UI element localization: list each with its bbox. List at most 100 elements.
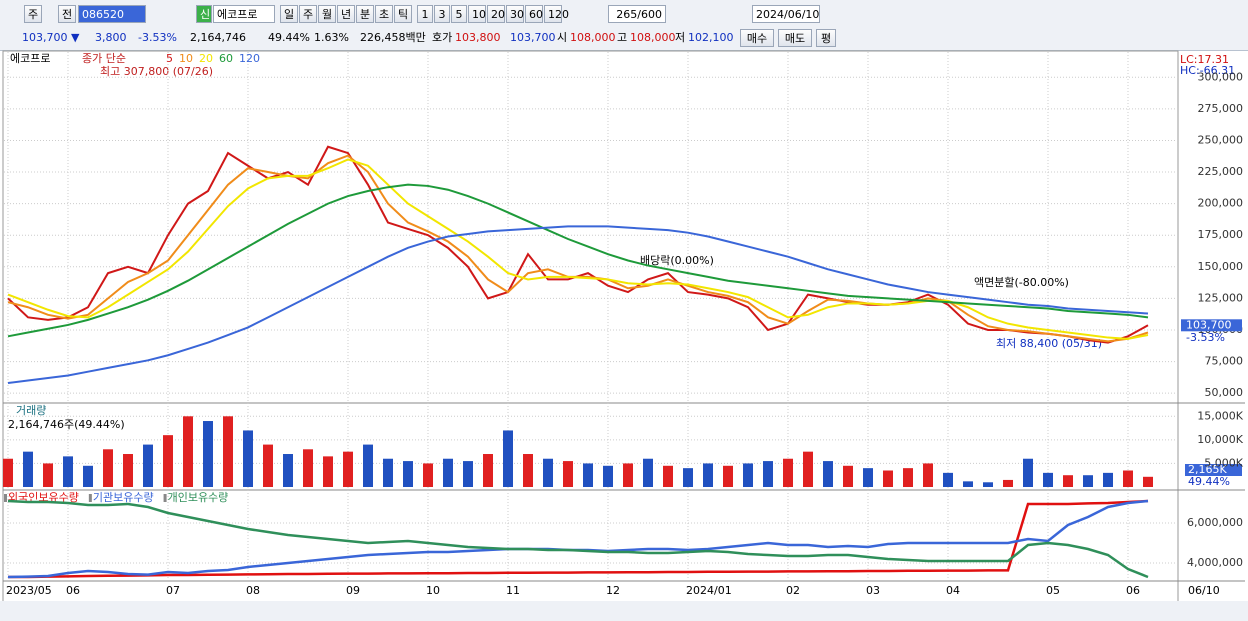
date-input[interactable]: 2024/06/10 xyxy=(752,5,820,23)
volume-bar xyxy=(583,463,593,487)
period-button[interactable]: 초 xyxy=(375,5,393,23)
high: 108,000 xyxy=(630,31,676,44)
minute-button[interactable]: 30 xyxy=(506,5,524,23)
lc: LC:17.31 xyxy=(1180,53,1229,66)
volume-bar xyxy=(983,482,993,487)
chart-title: 에코프로 xyxy=(10,52,50,65)
volume-bar xyxy=(63,456,73,487)
volume-bar xyxy=(643,458,653,487)
volume-bar xyxy=(1003,479,1013,487)
minute-button[interactable]: 3 xyxy=(434,5,450,23)
code-input[interactable]: 086520 xyxy=(78,5,146,23)
volume-bar xyxy=(543,458,553,487)
x-tick-label: 02 xyxy=(786,584,800,597)
minute-button[interactable]: 20 xyxy=(487,5,505,23)
series-line xyxy=(7,154,1149,343)
y-tick-label: 75,000 xyxy=(1205,355,1244,368)
minute-button[interactable]: 120 xyxy=(544,5,569,23)
volume-bar xyxy=(103,449,113,487)
volume-bar xyxy=(183,416,193,487)
y-tick-label: 125,000 xyxy=(1198,291,1244,304)
x-tick-label: 12 xyxy=(606,584,620,597)
legend-prefix: 종가 단순 xyxy=(82,52,126,65)
volume-bar xyxy=(163,435,173,487)
x-tick-label: 09 xyxy=(346,584,360,597)
volume-last-box xyxy=(1185,464,1242,476)
volume-bar xyxy=(143,444,153,487)
period-button[interactable]: 주 xyxy=(299,5,317,23)
y-tick-label: 300,000 xyxy=(1198,70,1244,83)
market-select[interactable]: 주 xyxy=(24,5,42,23)
volume-title: 거래량 xyxy=(16,404,46,417)
minute-button[interactable]: 1 xyxy=(417,5,433,23)
minute-button[interactable]: 10 xyxy=(468,5,486,23)
volume-bar xyxy=(223,416,233,487)
count-input[interactable]: 265/600 xyxy=(608,5,666,23)
volume-bar xyxy=(503,430,513,487)
period-button[interactable]: 월 xyxy=(318,5,336,23)
credit-badge[interactable]: 신 xyxy=(196,5,212,23)
legend-swatch xyxy=(163,494,167,502)
volume-subtitle: 2,164,746주(49.44%) xyxy=(8,418,125,431)
period-button[interactable]: 틱 xyxy=(394,5,412,23)
sell-button[interactable]: 매도 xyxy=(778,29,812,47)
x-tick-label: 07 xyxy=(166,584,180,597)
legend-entry: 120 xyxy=(239,52,260,65)
volume-bar xyxy=(923,463,933,487)
minute-button[interactable]: 5 xyxy=(451,5,467,23)
y-tick-label: 225,000 xyxy=(1198,165,1244,178)
volume-bar xyxy=(783,458,793,487)
volume-rate: 49.44% xyxy=(1188,475,1230,488)
prev-select[interactable]: 전 xyxy=(58,5,76,23)
vol-rate: 49.44% xyxy=(268,31,310,44)
volume-bar xyxy=(863,468,873,487)
volume-bar xyxy=(363,444,373,487)
x-tick-label: 2024/01 xyxy=(686,584,732,597)
period-button[interactable]: 일 xyxy=(280,5,298,23)
volume-bar xyxy=(123,454,133,487)
rate: -3.53% xyxy=(138,31,177,44)
volume: 2,164,746 xyxy=(190,31,246,44)
last-rate: -3.53% xyxy=(1186,331,1225,344)
bid: 103,700 xyxy=(510,31,556,44)
y-tick-label: 275,000 xyxy=(1198,102,1244,115)
annotation-low: 최저 88,400 (05/31) xyxy=(996,337,1102,350)
volume-bar xyxy=(843,465,853,487)
x-tick-label: 06 xyxy=(66,584,80,597)
x-tick-label: 05 xyxy=(1046,584,1060,597)
x-tick-label: 06 xyxy=(1126,584,1140,597)
annotation-high: 최고 307,800 (07/26) xyxy=(100,65,213,78)
series-line xyxy=(8,499,1149,579)
volume-bar xyxy=(83,465,93,487)
scrollbar[interactable] xyxy=(0,601,1248,621)
stock-name: 에코프로 xyxy=(213,5,275,23)
x-tick-label: 03 xyxy=(866,584,880,597)
volume-bar xyxy=(703,463,713,487)
legend-entry: 기관보유수량 xyxy=(93,491,154,504)
volume-bar xyxy=(1123,470,1133,487)
series-line xyxy=(7,499,1149,579)
buy-button[interactable]: 매수 xyxy=(740,29,774,47)
volume-bar xyxy=(343,451,353,487)
volume-bar xyxy=(683,468,693,487)
volume-bar xyxy=(763,461,773,487)
volume-bar xyxy=(463,461,473,487)
ask-label: 호가 xyxy=(432,31,453,44)
avg-button[interactable]: 평 xyxy=(816,29,836,47)
high-label: 고 xyxy=(617,31,628,44)
last-price-box xyxy=(1181,319,1242,332)
volume-bar xyxy=(603,465,613,487)
minute-button[interactable]: 60 xyxy=(525,5,543,23)
volume-bar xyxy=(903,468,913,487)
price: 103,700 ▼ xyxy=(22,31,80,44)
volume-bar xyxy=(1143,476,1153,487)
turnover: 1.63% xyxy=(314,31,349,44)
period-button[interactable]: 년 xyxy=(337,5,355,23)
legend-swatch xyxy=(4,494,7,502)
last-date: 06/10 xyxy=(1188,584,1220,597)
period-button[interactable]: 분 xyxy=(356,5,374,23)
y-tick-label: 5,000K xyxy=(1204,456,1243,469)
x-tick-label: 10 xyxy=(426,584,440,597)
amount: 226,458백만 xyxy=(360,31,426,44)
